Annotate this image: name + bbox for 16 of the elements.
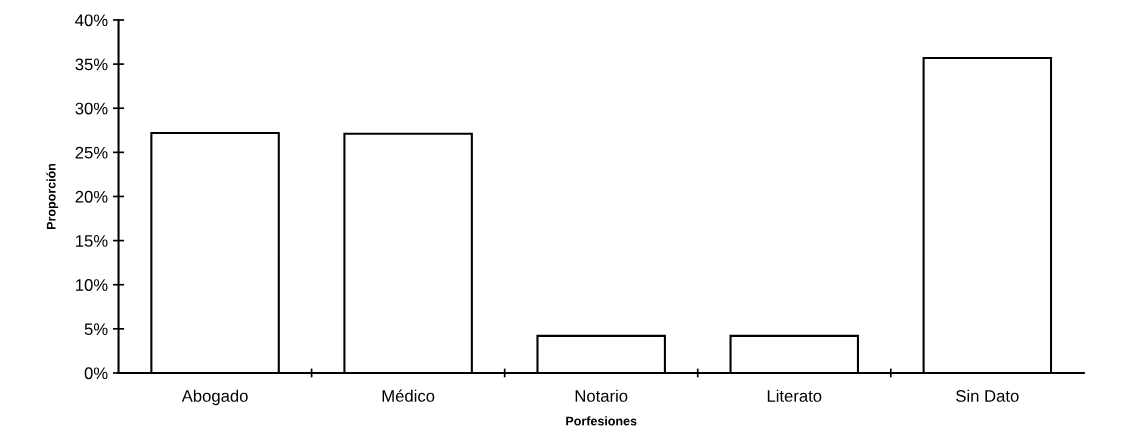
x-tick-label: Médico — [382, 389, 435, 402]
y-tick-label: 0% — [84, 367, 108, 380]
y-tick-label: 20% — [75, 190, 108, 203]
x-tick-label: Literato — [767, 389, 822, 402]
x-axis-title: Porfesiones — [566, 416, 637, 426]
y-tick-label: 30% — [75, 102, 108, 115]
y-tick-label: 5% — [84, 323, 108, 336]
y-tick-label: 15% — [76, 235, 108, 247]
y-axis-title: Proporción — [46, 163, 59, 229]
y-tick-label: 10% — [76, 279, 108, 291]
y-tick-label: 25% — [75, 146, 108, 159]
x-tick-label: Notario — [575, 389, 628, 402]
y-tick-label: 35% — [75, 58, 108, 71]
x-tick-label: Abogado — [181, 389, 248, 406]
x-tick-label: Sin Dato — [956, 389, 1019, 402]
y-tick-label: 40% — [75, 14, 108, 27]
